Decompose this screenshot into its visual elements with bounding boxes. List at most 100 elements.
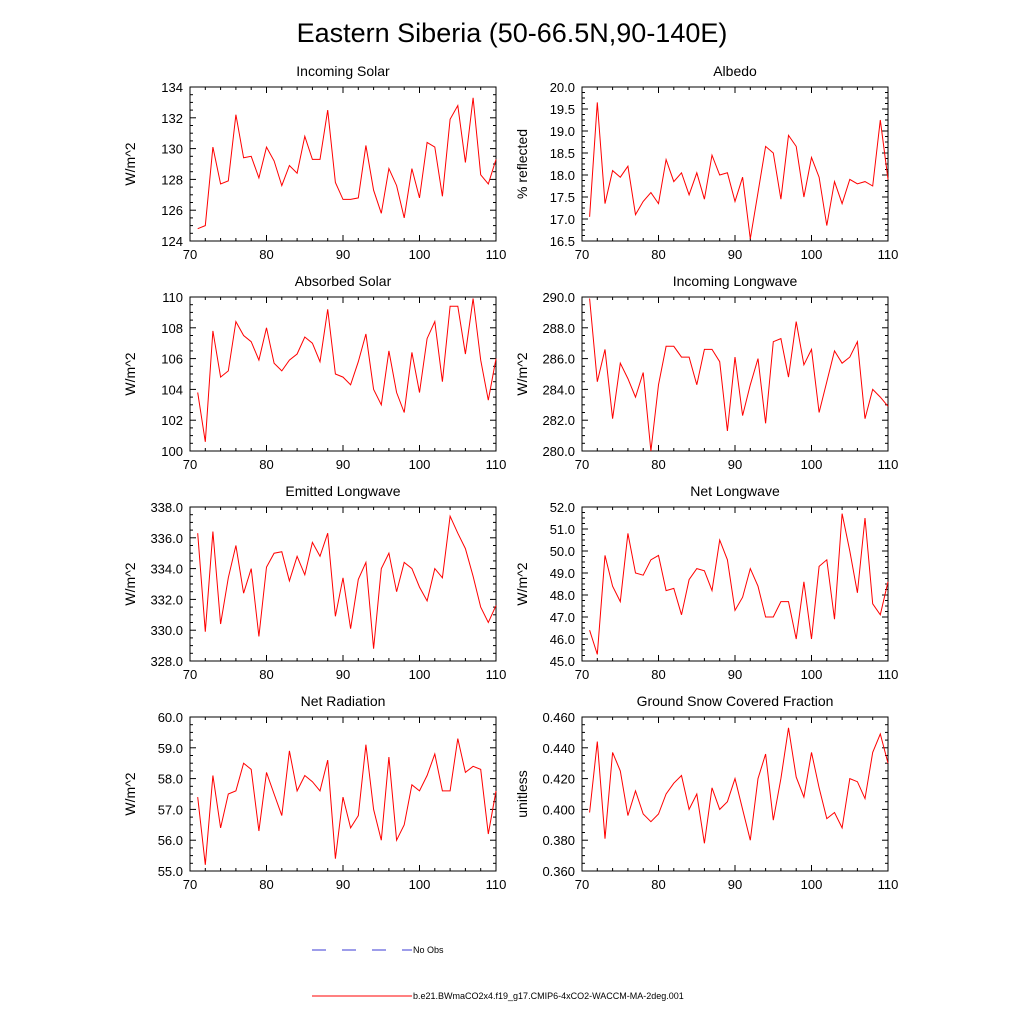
plot-frame — [189, 506, 497, 662]
x-tick-label: 90 — [728, 877, 742, 892]
y-tick-label: 108 — [161, 321, 183, 336]
panel-title: Incoming Solar — [296, 63, 390, 79]
legend-obs-label: No Obs — [413, 945, 444, 955]
series-line-model — [197, 514, 497, 649]
y-tick-label: 59.0 — [158, 741, 183, 756]
chart-panel-5: 70 80 90 100 110 45.0 46.0 47.0 48.0 49.0 50.0 51.0… — [514, 483, 898, 682]
y-tick-label: 104 — [161, 382, 183, 397]
x-tick-label: 110 — [486, 247, 507, 262]
y-axis-label: W/m^2 — [514, 562, 530, 605]
legend-model-label: b.e21.BWmaCO2x4.f19_g17.CMIP6-4xCO2-WACC… — [413, 991, 684, 1001]
x-tick-label: 100 — [801, 457, 823, 472]
x-tick-label: 70 — [183, 877, 197, 892]
x-tick-label: 80 — [651, 457, 665, 472]
series-line-model — [589, 102, 889, 239]
y-tick-label: 58.0 — [158, 772, 183, 787]
y-tick-label: 55.0 — [158, 864, 183, 879]
y-tick-label: 60.0 — [158, 710, 183, 725]
y-tick-label: 0.380 — [542, 833, 575, 848]
x-tick-label: 70 — [575, 877, 589, 892]
panel-title: Net Radiation — [301, 693, 386, 709]
y-tick-label: 290.0 — [542, 290, 575, 305]
y-tick-label: 17.0 — [550, 212, 575, 227]
y-tick-label: 134 — [161, 80, 183, 95]
panel-title: Net Longwave — [690, 483, 780, 499]
plot-frame — [189, 296, 497, 452]
x-tick-label: 100 — [409, 247, 431, 262]
x-tick-label: 80 — [651, 877, 665, 892]
series-line-model — [197, 738, 497, 865]
y-tick-label: 0.460 — [542, 710, 575, 725]
panel-title: Incoming Longwave — [673, 273, 798, 289]
panel-grid: 70 80 90 100 110 124 126 128 130 132 134 Incoming S… — [122, 63, 898, 892]
x-tick-label: 100 — [801, 877, 823, 892]
y-axis-label: W/m^2 — [122, 352, 138, 395]
y-tick-label: 0.440 — [542, 741, 575, 756]
y-tick-label: 284.0 — [542, 382, 575, 397]
x-tick-label: 70 — [183, 457, 197, 472]
x-tick-label: 70 — [183, 667, 197, 682]
y-axis-label: W/m^2 — [514, 352, 530, 395]
x-tick-label: 110 — [486, 667, 507, 682]
y-tick-label: 49.0 — [550, 566, 575, 581]
chart-panel-3: 70 80 90 100 110 280.0 282.0 284.0 286.0 288.0 290… — [514, 273, 898, 472]
x-tick-label: 90 — [728, 457, 742, 472]
chart-panel-1: 70 80 90 100 110 16.5 17.0 17.5 18.0 18.5 19.0 19.5… — [514, 63, 898, 262]
y-tick-label: 288.0 — [542, 321, 575, 336]
y-tick-label: 334.0 — [150, 562, 183, 577]
x-tick-label: 100 — [801, 667, 823, 682]
y-tick-label: 282.0 — [542, 413, 575, 428]
y-tick-label: 338.0 — [150, 500, 183, 515]
y-tick-label: 280.0 — [542, 444, 575, 459]
y-tick-label: 19.5 — [550, 102, 575, 117]
chart-panel-2: 70 80 90 100 110 100 102 104 106 108 110 Absorbed S… — [122, 273, 506, 472]
x-tick-label: 110 — [878, 877, 899, 892]
plot-frame — [189, 716, 497, 872]
x-tick-label: 80 — [651, 247, 665, 262]
y-axis-label: unitless — [514, 770, 530, 817]
x-tick-label: 100 — [409, 667, 431, 682]
y-tick-label: 130 — [161, 142, 183, 157]
panel-title: Albedo — [713, 63, 757, 79]
x-tick-label: 80 — [651, 667, 665, 682]
panel-title: Absorbed Solar — [295, 273, 392, 289]
y-tick-label: 132 — [161, 111, 183, 126]
y-tick-label: 51.0 — [550, 522, 575, 537]
x-tick-label: 90 — [336, 247, 350, 262]
x-tick-label: 80 — [259, 247, 273, 262]
y-tick-label: 336.0 — [150, 531, 183, 546]
x-tick-label: 110 — [878, 667, 899, 682]
y-tick-label: 52.0 — [550, 500, 575, 515]
figure-title: Eastern Siberia (50-66.5N,90-140E) — [297, 18, 728, 48]
y-axis-label: W/m^2 — [122, 562, 138, 605]
y-axis-label: W/m^2 — [122, 772, 138, 815]
chart-panel-0: 70 80 90 100 110 124 126 128 130 132 134 Incoming S… — [122, 63, 506, 262]
x-tick-label: 100 — [409, 457, 431, 472]
x-tick-label: 110 — [878, 457, 899, 472]
y-tick-label: 124 — [161, 234, 183, 249]
plot-frame — [581, 86, 889, 242]
y-tick-label: 328.0 — [150, 654, 183, 669]
y-tick-label: 0.420 — [542, 772, 575, 787]
x-tick-label: 100 — [409, 877, 431, 892]
y-tick-label: 47.0 — [550, 610, 575, 625]
y-tick-label: 0.360 — [542, 864, 575, 879]
legend: No Obs b.e21.BWmaCO2x4.f19_g17.CMIP6-4xC… — [312, 945, 684, 1001]
y-tick-label: 18.0 — [550, 168, 575, 183]
chart-panel-7: 70 80 90 100 110 0.360 0.380 0.400 0.420 0.440 0.4… — [514, 693, 898, 892]
x-tick-label: 90 — [336, 877, 350, 892]
y-tick-label: 100 — [161, 444, 183, 459]
x-tick-label: 90 — [728, 247, 742, 262]
x-tick-label: 90 — [336, 667, 350, 682]
x-tick-label: 80 — [259, 877, 273, 892]
y-tick-label: 20.0 — [550, 80, 575, 95]
plot-frame — [581, 506, 889, 662]
chart-panel-6: 70 80 90 100 110 55.0 56.0 57.0 58.0 59.0 60.0 Net … — [122, 693, 506, 892]
series-line-model — [197, 298, 497, 442]
y-axis-label: % reflected — [514, 129, 530, 199]
chart-panel-4: 70 80 90 100 110 328.0 330.0 332.0 334.0 336.0 338… — [122, 483, 506, 682]
x-tick-label: 90 — [728, 667, 742, 682]
y-tick-label: 45.0 — [550, 654, 575, 669]
y-tick-label: 128 — [161, 172, 183, 187]
y-tick-label: 286.0 — [542, 352, 575, 367]
